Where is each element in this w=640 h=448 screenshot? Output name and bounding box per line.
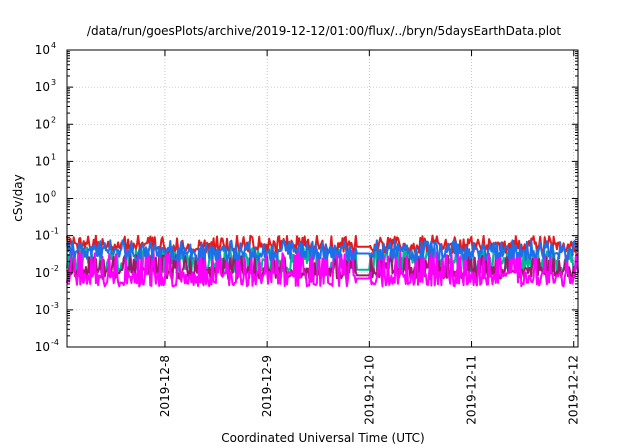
series-layer: [66, 234, 579, 288]
series-line: [66, 239, 579, 262]
x-tick-label: 2019-12-10: [362, 355, 376, 425]
y-tick-label: 10: [35, 117, 50, 131]
y-tick-label: 10: [35, 43, 50, 57]
y-tick-label: 10: [35, 303, 50, 317]
x-tick-label: 2019-12-9: [260, 355, 274, 417]
y-tick-label: 10: [35, 80, 50, 94]
chart-title: /data/run/goesPlots/archive/2019-12-12/0…: [87, 24, 561, 38]
y-tick-exponent: 2: [51, 115, 56, 124]
y-tick-exponent: -1: [51, 227, 59, 236]
x-tick-label: 2019-12-12: [567, 355, 581, 425]
x-tick-label: 2019-12-8: [158, 355, 172, 417]
y-tick-label: 10: [35, 340, 50, 354]
y-tick-exponent: -2: [51, 264, 59, 273]
y-tick-exponent: 3: [51, 78, 56, 87]
y-tick-label: 10: [35, 192, 50, 206]
y-tick-exponent: 1: [51, 152, 56, 161]
x-tick-label: 2019-12-11: [465, 355, 479, 425]
y-axis-label: cSv/day: [11, 174, 25, 221]
y-tick-exponent: 0: [51, 190, 56, 199]
y-tick-exponent: 4: [51, 41, 56, 50]
x-axis-label: Coordinated Universal Time (UTC): [221, 431, 424, 445]
grid: [67, 49, 578, 348]
series-line: [66, 249, 579, 288]
y-tick-exponent: -3: [51, 301, 59, 310]
y-tick-label: 10: [35, 266, 50, 280]
y-tick-exponent: -4: [51, 338, 59, 347]
y-tick-label: 10: [35, 229, 50, 243]
y-tick-label: 10: [35, 154, 50, 168]
